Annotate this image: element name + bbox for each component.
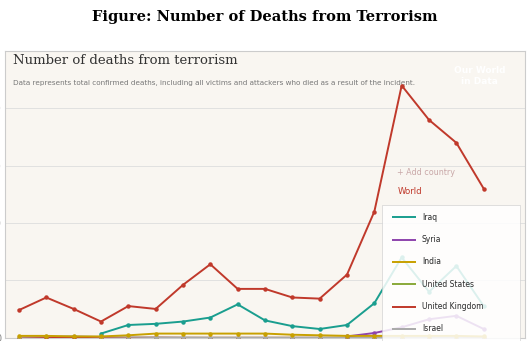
Text: Number of deaths from terrorism: Number of deaths from terrorism [13, 54, 238, 67]
Text: Data represents total confirmed deaths, including all victims and attackers who : Data represents total confirmed deaths, … [13, 80, 415, 86]
Text: Our World
in Data: Our World in Data [454, 66, 506, 86]
Text: United States: United States [422, 280, 474, 289]
Text: Israel: Israel [422, 325, 443, 333]
Text: Syria: Syria [422, 235, 441, 244]
Text: India: India [422, 257, 441, 266]
Text: Israel: Israel [422, 325, 443, 333]
Text: + Add country: + Add country [398, 168, 455, 177]
Text: United States: United States [422, 280, 474, 289]
Text: India: India [422, 257, 441, 266]
Text: Syria: Syria [422, 235, 441, 244]
Text: United Kingdom: United Kingdom [422, 302, 483, 311]
Text: World: World [398, 187, 422, 196]
FancyBboxPatch shape [382, 206, 519, 341]
Text: Figure: Number of Deaths from Terrorism: Figure: Number of Deaths from Terrorism [92, 10, 438, 24]
Text: Iraq: Iraq [422, 213, 437, 222]
Text: United Kingdom: United Kingdom [422, 302, 483, 311]
Text: Iraq: Iraq [422, 213, 437, 222]
